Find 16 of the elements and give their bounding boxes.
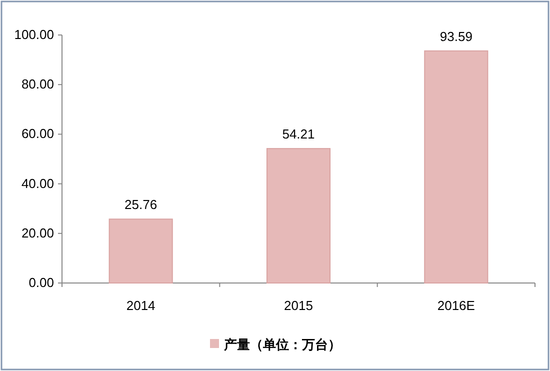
- data-label: 25.76: [124, 197, 158, 212]
- data-label: 54.21: [282, 126, 315, 142]
- data-label: 93.59: [440, 28, 472, 44]
- x-tick-label: 2015: [284, 298, 313, 313]
- y-tick-label: 80.00: [21, 76, 54, 92]
- x-tick-label: 2014: [126, 298, 156, 313]
- y-tick-label: 40.00: [21, 176, 54, 191]
- y-tick-label: 20.00: [21, 225, 54, 240]
- y-tick-label: 100.00: [14, 27, 54, 42]
- bar: [424, 50, 488, 284]
- y-tick-label: 60.00: [21, 126, 54, 142]
- bar: [266, 148, 331, 284]
- x-tick-label: 2016E: [437, 298, 476, 313]
- y-tick-label: 0.00: [28, 275, 54, 290]
- bar: [108, 218, 173, 284]
- legend-label: 产量（单位：万台）: [223, 337, 341, 352]
